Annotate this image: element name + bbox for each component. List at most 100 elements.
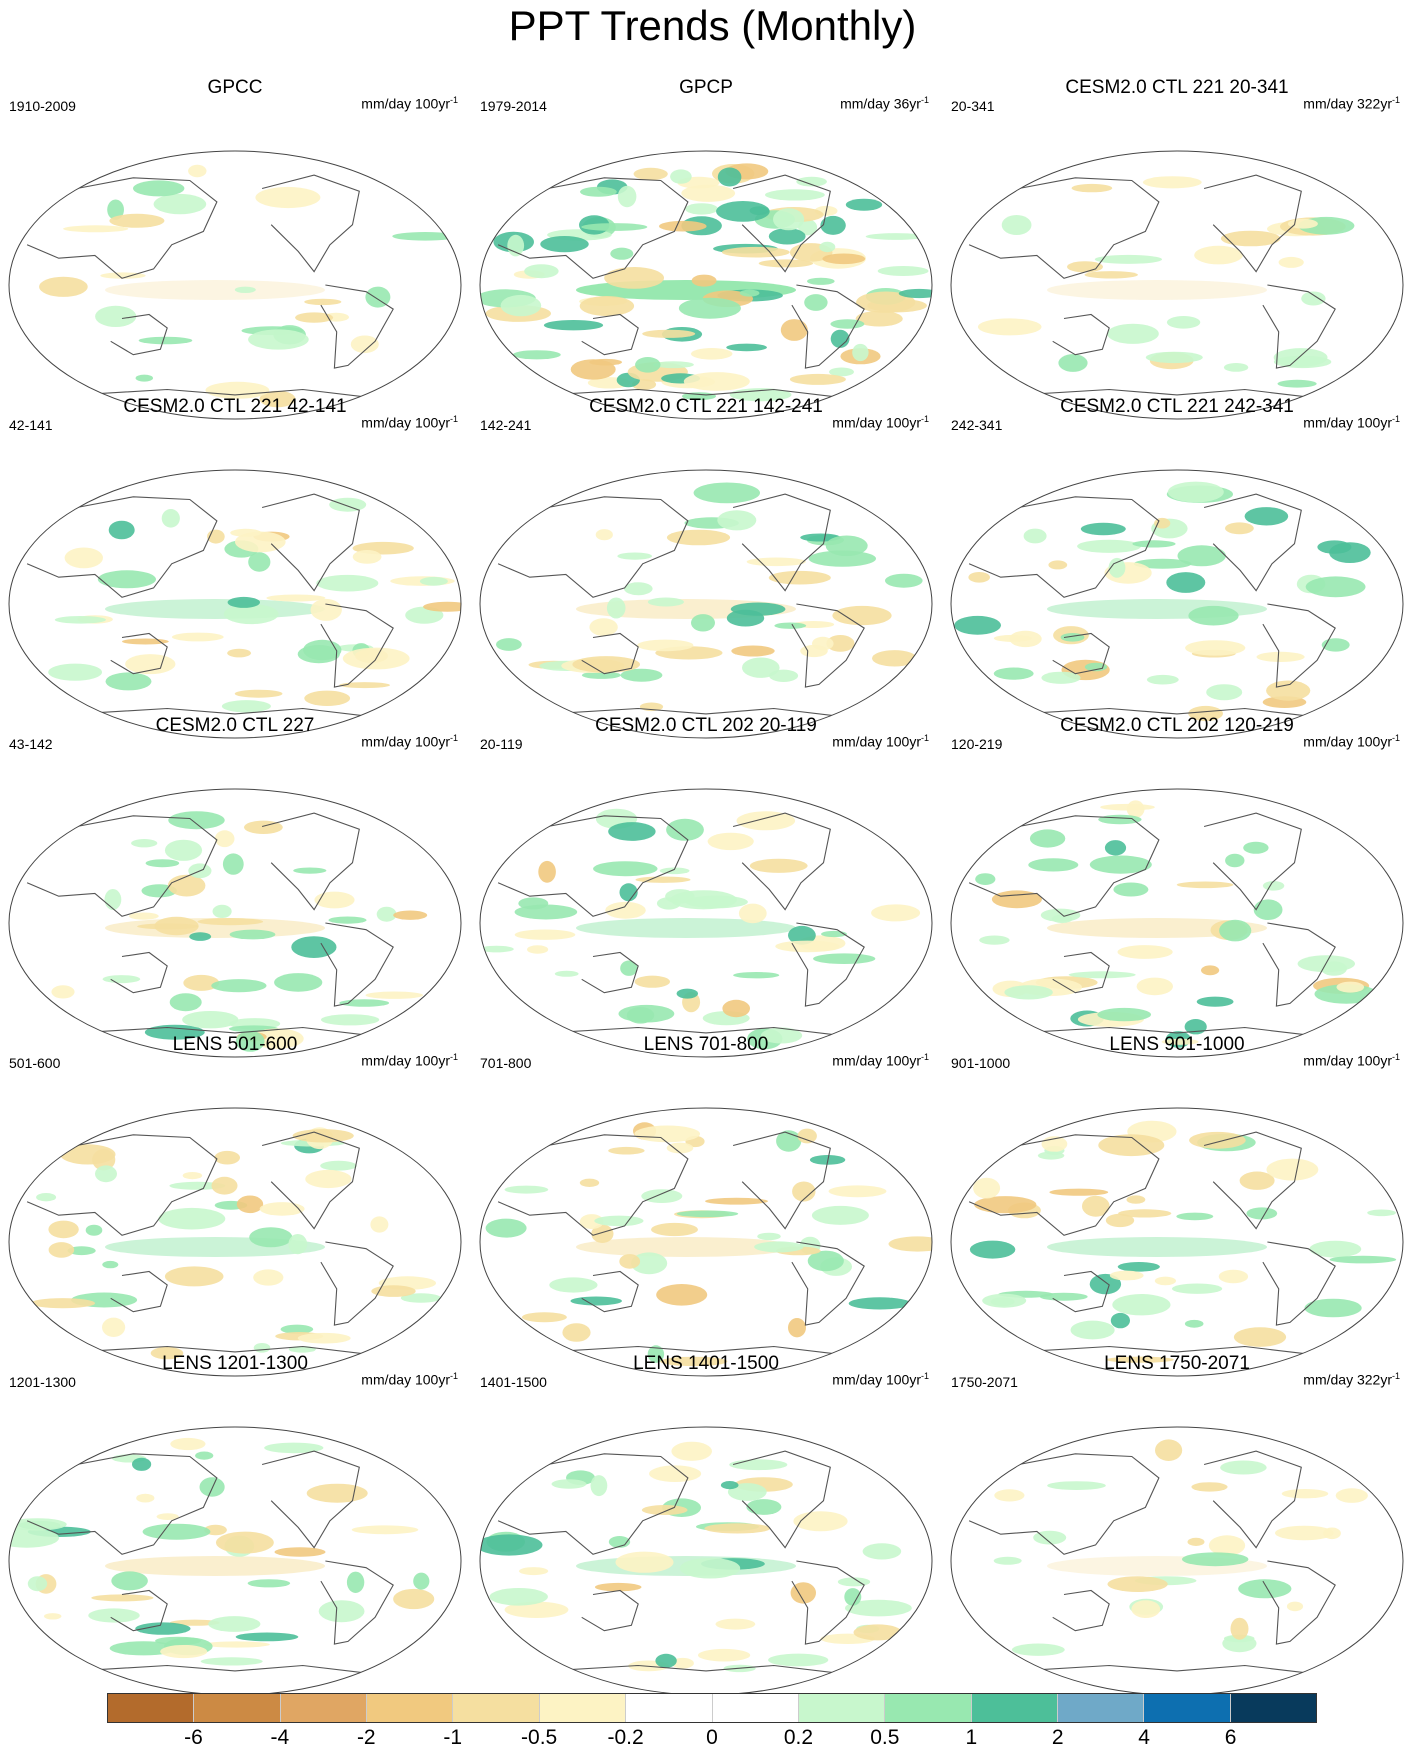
trend-patch — [318, 1600, 365, 1623]
panel-period-label: 501-600 — [9, 1055, 61, 1071]
coastline — [968, 496, 1160, 598]
coastline — [76, 707, 371, 718]
trend-patch — [758, 259, 814, 268]
panel-units: mm/day 322yr-1 — [1303, 95, 1400, 112]
panel-units-text: mm/day 100yr — [1303, 414, 1392, 431]
trend-patch — [634, 1125, 700, 1143]
trend-patch — [1220, 1460, 1267, 1475]
trend-patch — [605, 901, 646, 919]
trend-patch — [855, 310, 903, 327]
coastline — [581, 1589, 639, 1632]
trend-patch — [105, 672, 152, 691]
trend-patch — [631, 1252, 668, 1275]
colorbar-cell — [108, 1694, 195, 1722]
panel-title: LENS 1201-1300 — [162, 1353, 308, 1374]
trend-patch — [88, 1608, 140, 1623]
trend-patch — [85, 1224, 103, 1236]
panel-period-label: 120-219 — [951, 736, 1003, 752]
panel-period-label: 1979-2014 — [480, 98, 547, 114]
trend-patch — [845, 198, 883, 211]
trend-patch — [1132, 540, 1176, 548]
trend-field — [48, 497, 461, 713]
trend-patch — [519, 1567, 549, 1576]
trend-patch — [1222, 1634, 1257, 1653]
trend-patch — [293, 867, 327, 874]
panel-units-text: mm/day 100yr — [832, 733, 921, 750]
trend-patch — [234, 286, 256, 293]
coastline — [26, 1453, 218, 1555]
trend-patch — [211, 979, 267, 993]
trend-patch — [727, 1483, 767, 1501]
trend-patch — [651, 1222, 698, 1237]
trend-patch — [125, 654, 176, 675]
trend-patch — [765, 189, 825, 201]
coastline — [1203, 1450, 1302, 1549]
trend-patch — [195, 1451, 214, 1460]
coastline — [76, 1345, 371, 1356]
trend-patch — [419, 576, 448, 586]
trend-patch — [975, 873, 996, 885]
trend-patch — [107, 199, 124, 220]
trend-patch — [169, 993, 202, 1012]
trend-patch — [1167, 481, 1224, 503]
coastline — [261, 812, 360, 911]
panel-period-label: 20-119 — [480, 736, 523, 752]
robinson-map — [479, 1107, 933, 1377]
trend-patch — [92, 1149, 116, 1171]
trend-patch — [579, 296, 635, 316]
coastline — [732, 812, 831, 911]
trend-patch — [164, 839, 203, 861]
map-frame — [8, 150, 462, 420]
colorbar-cell — [1057, 1694, 1145, 1722]
trend-patch — [634, 975, 670, 988]
trend-patch — [1194, 245, 1243, 265]
trend-patch — [351, 1525, 419, 1535]
trend-patch — [365, 991, 423, 999]
coastline — [261, 174, 360, 273]
trend-field — [39, 164, 459, 408]
trend-patch — [715, 1618, 756, 1630]
tropical-band — [1047, 1237, 1267, 1257]
trend-patch — [208, 1616, 261, 1632]
map-panel: LENS 501-600 501-600 mm/day 100yr-1 — [0, 1034, 470, 1377]
trend-patch — [871, 904, 921, 922]
trend-patch — [54, 616, 106, 624]
trend-patch — [1089, 855, 1152, 874]
trend-patch — [717, 167, 742, 187]
panel-units-exponent: -1 — [449, 414, 458, 424]
panel-period-label: 43-142 — [9, 736, 53, 752]
trend-patch — [306, 1483, 368, 1503]
panel-units-exponent: -1 — [920, 733, 929, 743]
colorbar-tick-label: 0.5 — [870, 1726, 900, 1749]
trend-patch — [1011, 1643, 1065, 1656]
trend-patch — [693, 482, 760, 504]
trend-field — [51, 811, 428, 1052]
trend-patch — [128, 912, 159, 920]
trend-patch — [671, 1657, 694, 1669]
trend-patch — [205, 381, 270, 399]
panel-units: mm/day 100yr-1 — [361, 414, 458, 431]
trend-patch — [1084, 662, 1108, 672]
trend-patch — [1107, 1576, 1168, 1592]
coastline — [497, 1453, 689, 1555]
coastline — [547, 1026, 842, 1037]
trend-patch — [1336, 981, 1365, 993]
trend-patch — [1208, 1535, 1246, 1556]
trend-patch — [676, 988, 698, 999]
trend-patch — [36, 1193, 57, 1202]
coastline — [26, 815, 218, 917]
trend-patch — [1281, 1489, 1329, 1499]
panel-units-text: mm/day 322yr — [1303, 1371, 1392, 1388]
panel-units-exponent: -1 — [449, 1371, 458, 1381]
trend-patch — [1246, 1207, 1278, 1220]
trend-patch — [1028, 858, 1079, 872]
trend-field — [30, 1127, 441, 1360]
panel-title: LENS 501-600 — [172, 1034, 298, 1055]
robinson-map — [479, 1426, 933, 1696]
trend-patch — [796, 176, 827, 187]
trend-patch — [1238, 1579, 1292, 1599]
colorbar-cell — [798, 1694, 886, 1722]
coastline — [1203, 174, 1302, 273]
trend-patch — [100, 272, 146, 279]
trend-patch — [1039, 1292, 1088, 1301]
